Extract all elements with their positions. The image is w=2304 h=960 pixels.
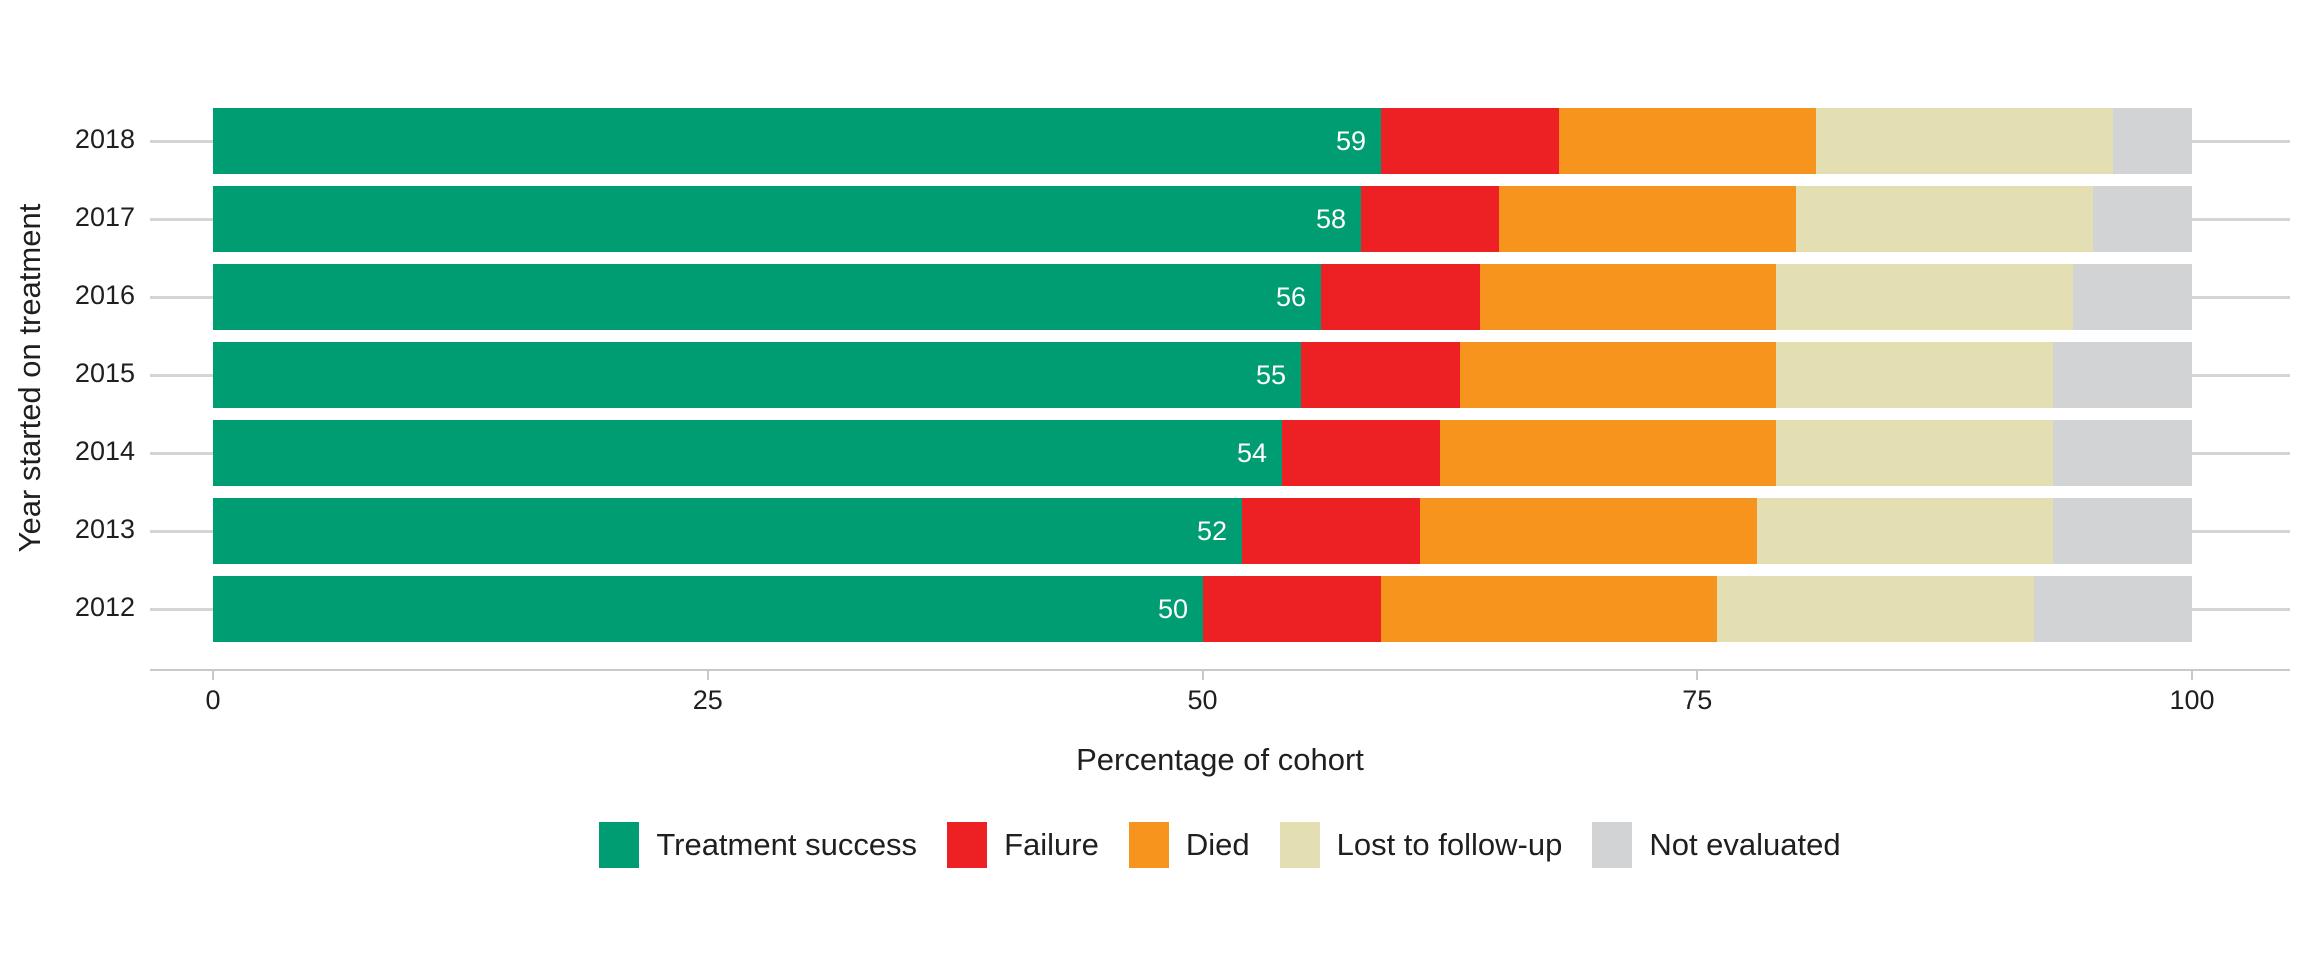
bar-segment xyxy=(1480,264,1776,330)
legend-item: Not evaluated xyxy=(1592,822,1841,868)
bar-segment xyxy=(1361,186,1499,252)
y-tick-label: 2015 xyxy=(74,358,135,388)
bar-segment xyxy=(1499,186,1796,252)
x-tick-label: 25 xyxy=(692,685,723,715)
bar-segment xyxy=(1559,108,1816,174)
y-tick-label: 2017 xyxy=(74,202,135,232)
y-axis-title: Year started on treatment xyxy=(12,203,47,553)
legend-label: Failure xyxy=(1004,827,1099,862)
bar-segment xyxy=(1776,420,2053,486)
bar-segment xyxy=(2113,108,2192,174)
legend-swatch xyxy=(947,822,988,868)
bar-segment xyxy=(1757,498,2053,564)
x-axis-line xyxy=(150,669,2290,671)
bar-segment xyxy=(1776,342,2053,408)
bar-segment xyxy=(1717,576,2034,642)
bar-segment xyxy=(1203,576,1381,642)
x-tick-label: 0 xyxy=(205,685,221,715)
y-tick-label: 2018 xyxy=(74,124,135,154)
bar-segment xyxy=(213,576,1203,642)
bar-segment xyxy=(1381,576,1717,642)
bar-segment xyxy=(213,108,1381,174)
legend-swatch xyxy=(1592,822,1633,868)
bar-value-label: 59 xyxy=(1335,126,1366,156)
bar-segment xyxy=(2053,498,2192,564)
bar-value-label: 54 xyxy=(1236,438,1267,468)
legend-item: Failure xyxy=(947,822,1099,868)
bar-segment xyxy=(1420,498,1757,564)
y-tick-label: 2012 xyxy=(74,592,135,622)
bar-segment xyxy=(2053,420,2192,486)
bar-segment xyxy=(2034,576,2192,642)
bar-segment xyxy=(213,420,1282,486)
bar-segment xyxy=(1282,420,1440,486)
bar-segment xyxy=(213,342,1301,408)
legend-item: Died xyxy=(1128,822,1250,868)
bar-value-label: 50 xyxy=(1157,594,1188,624)
x-tick-label: 50 xyxy=(1187,685,1218,715)
legend-item: Treatment success xyxy=(599,822,917,868)
bar-segment xyxy=(2093,186,2192,252)
bar-value-label: 58 xyxy=(1315,204,1346,234)
x-tick-mark xyxy=(2191,671,2193,680)
bar-segment xyxy=(1301,342,1460,408)
bar-segment xyxy=(213,498,1242,564)
x-axis-title: Percentage of cohort xyxy=(1076,742,1364,777)
x-tick-mark xyxy=(1696,671,1699,680)
x-tick-label: 75 xyxy=(1682,685,1713,715)
legend: Treatment success Failure Died Lost to foll… xyxy=(150,820,2290,870)
y-tick-label: 2013 xyxy=(74,514,135,544)
bar-segment xyxy=(1321,264,1480,330)
bar-value-label: 55 xyxy=(1255,360,1286,390)
bar-segment xyxy=(1796,186,2093,252)
bar-segment xyxy=(1776,264,2073,330)
legend-label: Not evaluated xyxy=(1649,827,1841,862)
bar-segment xyxy=(1816,108,2113,174)
legend-swatch xyxy=(599,822,640,868)
bar-value-label: 56 xyxy=(1275,282,1306,312)
legend-item: Lost to follow-up xyxy=(1279,822,1563,868)
bar-segment xyxy=(2053,342,2192,408)
bar-segment xyxy=(1440,420,1776,486)
y-tick-label: 2016 xyxy=(74,280,135,310)
bar-segment xyxy=(2073,264,2192,330)
y-tick-label: 2014 xyxy=(74,436,135,466)
x-tick-label: 100 xyxy=(2169,685,2215,715)
legend-swatch xyxy=(1128,822,1169,868)
bar-segment xyxy=(1381,108,1559,174)
x-tick-mark xyxy=(212,671,214,680)
bar-segment xyxy=(1460,342,1776,408)
legend-label: Treatment success xyxy=(656,827,918,862)
bar-segment xyxy=(213,264,1321,330)
legend-label: Lost to follow-up xyxy=(1336,827,1563,862)
x-tick-mark xyxy=(706,671,709,680)
bar-value-label: 52 xyxy=(1196,516,1227,546)
legend-label: Died xyxy=(1185,827,1250,862)
bar-segment xyxy=(1242,498,1420,564)
bar-segment xyxy=(213,186,1361,252)
x-tick-mark xyxy=(1201,671,1204,680)
legend-swatch xyxy=(1279,822,1320,868)
